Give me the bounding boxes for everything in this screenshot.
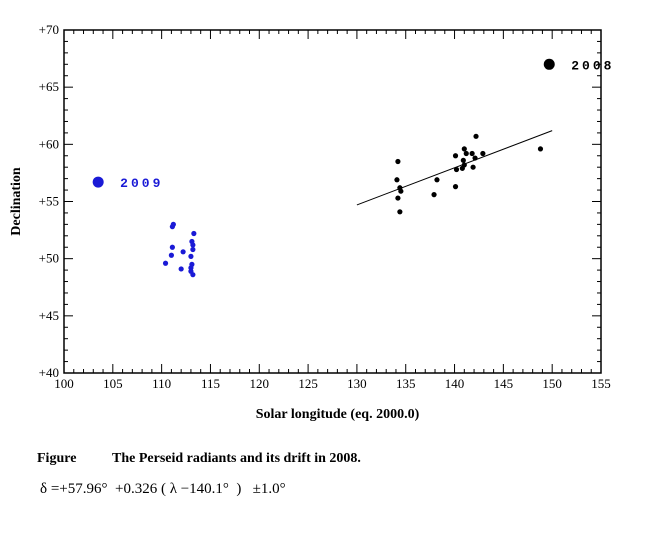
y-tick-label: +55 [39,194,59,209]
y-tick-label: +65 [39,79,59,94]
x-tick-label: 135 [396,376,416,391]
x-tick-label: 140 [445,376,465,391]
data-point-2009 [162,260,169,266]
x-axis-ticks: 100 105 110 115 120 125 130 135 140 145 150 155 [54,30,611,391]
legend: 2008 2009 [92,58,614,191]
y-tick-label: +45 [39,308,59,323]
x-tick-label: 105 [103,376,123,391]
data-points [162,133,544,278]
x-tick-label: 155 [591,376,611,391]
data-point-2008 [452,184,459,190]
data-point-2008 [461,162,467,168]
data-point-2009 [178,266,184,272]
legend-marker-2008 [543,58,555,70]
data-point-2009 [180,249,186,255]
plot-area-frame [63,29,602,374]
y-axis-ticks: +40 +45 +50 +55 +60 +65 +70 [39,22,601,380]
x-tick-label: 115 [201,376,220,391]
x-tick-label: 150 [542,376,562,391]
data-point-2008 [431,192,437,198]
data-point-2008 [470,164,476,170]
data-point-2008 [452,153,459,159]
legend-label-2008: 2008 [571,58,614,73]
data-point-2008 [453,166,460,173]
data-point-2008 [395,158,401,165]
data-point-2008 [473,133,479,139]
data-point-2008 [394,177,400,183]
data-point-2009 [190,272,196,278]
y-tick-label: +50 [39,251,59,266]
y-tick-label: +70 [39,22,59,37]
data-point-2008 [469,150,475,157]
data-point-2008 [537,146,544,152]
data-point-2008 [472,155,478,161]
data-point-2009 [188,253,194,259]
data-point-2008 [463,150,469,157]
x-tick-label: 100 [54,376,74,391]
data-point-2009 [168,252,174,258]
data-point-2008 [461,146,467,152]
data-point-2009 [188,265,194,271]
drift-formula: δ =+57.96° +0.326 ( λ −140.1° ) ±1.0° [40,481,286,497]
data-point-2008 [398,188,404,194]
data-point-2008 [434,177,440,183]
legend-marker-2009 [92,176,104,188]
data-point-2008 [460,157,466,163]
data-point-2009 [191,230,197,237]
data-point-2009 [169,244,175,250]
x-tick-label: 125 [298,376,318,391]
x-tick-label: 120 [250,376,270,391]
x-tick-label: 130 [347,376,367,391]
figure-caption: The Perseid radiants and its drift in 20… [112,451,361,466]
data-point-2008 [397,209,403,215]
data-point-2009 [170,221,176,227]
legend-label-2009: 2009 [120,176,163,191]
data-point-2009 [190,246,196,253]
y-axis-title: Declination [9,167,24,236]
y-tick-label: +60 [39,136,59,151]
figure-label: Figure [37,451,77,466]
data-point-2008 [480,150,486,157]
x-tick-label: 110 [152,376,171,391]
x-tick-label: 145 [494,376,514,391]
data-point-2009 [190,242,196,248]
x-axis-title: Solar longitude (eq. 2000.0) [256,407,420,422]
data-point-2008 [395,195,401,201]
y-tick-label: +40 [39,365,59,380]
